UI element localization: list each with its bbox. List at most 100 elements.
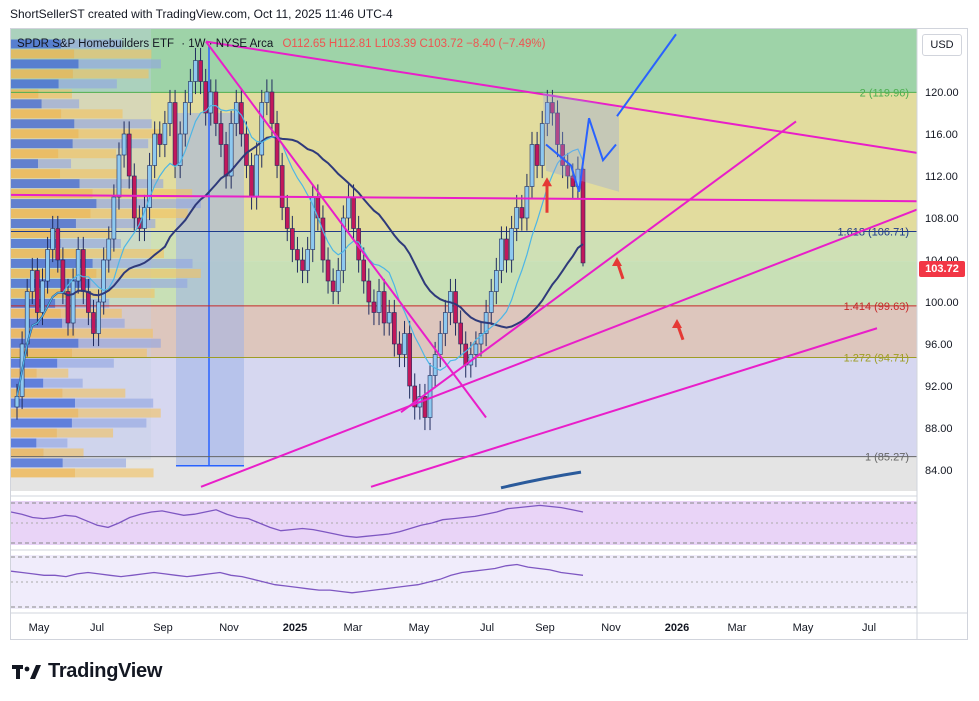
candle-88	[463, 343, 469, 366]
vp-bar-43	[11, 468, 76, 478]
vp-bar-32	[11, 358, 58, 368]
candle-41	[223, 144, 229, 177]
candle-70	[371, 301, 377, 313]
projection-box	[543, 92, 619, 192]
candle-8	[55, 228, 61, 261]
signal-arrowhead-1	[612, 257, 622, 267]
time-tick-8: Sep	[535, 622, 555, 634]
currency-button[interactable]: USD	[922, 34, 962, 56]
symbol-tail: · 1W · NYSE Arca	[181, 38, 274, 50]
vp-bar-b-35	[62, 388, 126, 398]
vp-bar-39	[11, 428, 57, 438]
candle-22	[126, 133, 132, 177]
vp-bar-b-43	[75, 468, 154, 478]
time-tick-5: Mar	[344, 622, 363, 634]
candle-32	[177, 133, 183, 166]
candle-18	[106, 238, 112, 261]
candle-71	[376, 291, 382, 313]
candle-35	[193, 60, 198, 82]
candle-52	[279, 165, 285, 208]
time-tick-10: 2026	[665, 622, 689, 634]
vp-bar-24	[11, 278, 91, 288]
fib-label-2: 1.414 (99.63)	[844, 301, 909, 313]
candle-21	[121, 133, 127, 156]
price-tick-1: 120.00	[925, 87, 959, 99]
candle-86	[453, 291, 458, 324]
candle-51	[274, 123, 280, 166]
projection-arc	[500, 470, 582, 490]
vp-bar-34	[11, 378, 44, 388]
moving-averages	[16, 105, 584, 397]
vp-bar-b-7	[61, 109, 123, 119]
time-tick-12: May	[793, 622, 814, 634]
candle-15	[91, 312, 96, 334]
candle-45	[244, 133, 249, 166]
candle-34	[188, 81, 193, 103]
projection-path	[545, 117, 617, 193]
chart-panel[interactable]: 2 (119.96) 1.618 (106.71) 1.414 (99.63) 1.2…	[10, 28, 968, 640]
vp-bar-b-8	[74, 119, 152, 129]
candle-62	[330, 280, 336, 292]
candle-31	[172, 102, 178, 166]
candle-36	[198, 60, 203, 82]
candle-105	[550, 102, 555, 114]
candle-54	[290, 228, 295, 250]
vp-bar-b-4	[58, 79, 117, 89]
candle-43	[233, 102, 239, 124]
vp-bar-b-11	[58, 149, 117, 159]
vp-bar-10	[11, 139, 73, 149]
candle-97	[509, 228, 514, 261]
candle-12	[75, 249, 81, 282]
tradingview-logo[interactable]: TradingView	[12, 660, 162, 683]
vp-bar-23	[11, 268, 97, 278]
vp-bar-36	[11, 398, 75, 408]
vp-bar-b-39	[56, 428, 114, 438]
price-tick-3: 112.00	[925, 171, 958, 183]
candle-3	[29, 270, 35, 292]
fib-label-3: 1.272 (94.71)	[844, 353, 909, 365]
candle-101	[529, 144, 535, 187]
candle-75	[397, 343, 402, 355]
candle-19	[111, 196, 117, 240]
vp-bar-b-0	[60, 39, 122, 49]
vp-bar-15	[11, 189, 93, 199]
trendline-3	[200, 208, 918, 488]
candle-28	[157, 133, 163, 145]
time-tick-1: Jul	[90, 622, 104, 634]
candle-73	[386, 312, 392, 324]
vp-bar-12	[11, 159, 39, 169]
candle-91	[478, 333, 484, 345]
vp-bar-b-15	[92, 189, 193, 199]
axes: 124.00120.00116.00112.00108.00104.00100.…	[11, 29, 967, 639]
candle-68	[361, 259, 367, 282]
candle-47	[254, 154, 259, 198]
time-tick-13: Jul	[862, 622, 876, 634]
candle-106	[555, 112, 560, 145]
vp-bar-b-10	[72, 139, 149, 149]
price-tick-6: 100.00	[925, 297, 959, 309]
candle-40	[218, 123, 224, 145]
vp-bar-6	[11, 99, 42, 109]
vp-bar-13	[11, 169, 61, 179]
chart-svg[interactable]: 2 (119.96) 1.618 (106.71) 1.414 (99.63) 1.2…	[11, 29, 968, 640]
ma-slow	[16, 135, 584, 397]
vp-bar-b-12	[38, 159, 72, 169]
candle-98	[514, 207, 520, 229]
vp-bar-35	[11, 388, 63, 398]
vp-bar-b-41	[43, 448, 84, 458]
vp-bar-b-5	[38, 89, 72, 99]
vp-bar-b-20	[60, 239, 121, 248]
signal-arrowhead-2	[672, 319, 682, 328]
price-tick-8: 92.00	[925, 381, 953, 393]
candle-37	[203, 81, 208, 114]
candle-17	[101, 259, 106, 303]
candle-78	[412, 385, 418, 408]
candle-104	[545, 102, 550, 124]
candle-38	[208, 91, 214, 114]
vp-bar-b-25	[75, 288, 155, 298]
candle-95	[499, 238, 504, 271]
candle-30	[167, 102, 173, 124]
candle-63	[335, 270, 341, 292]
time-tick-7: Jul	[480, 622, 494, 634]
candle-16	[96, 301, 101, 334]
